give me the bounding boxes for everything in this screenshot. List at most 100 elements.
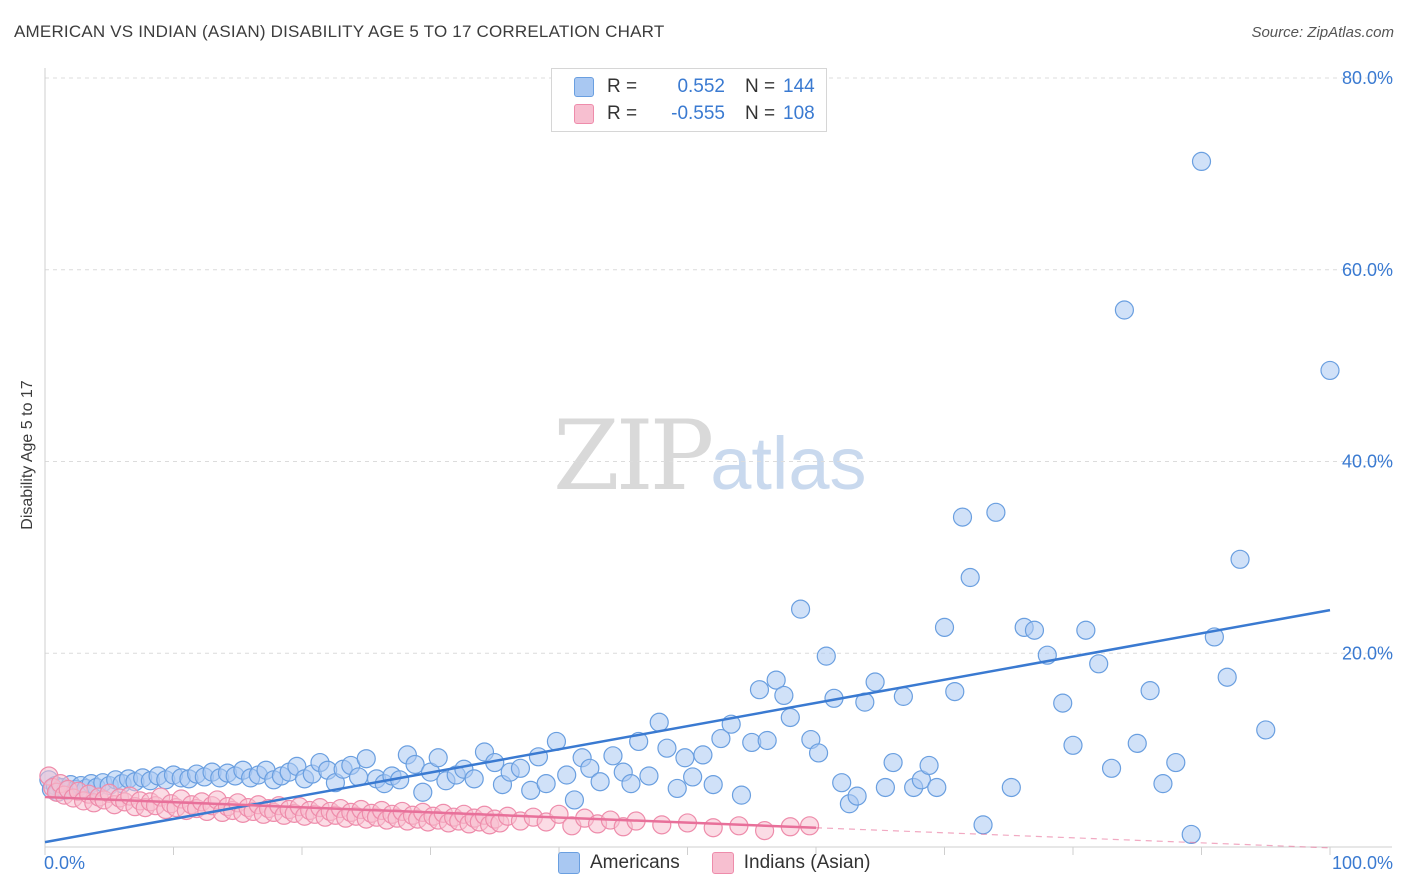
american-point (934, 617, 955, 637)
legend-r-value: 0.552 (677, 76, 725, 97)
indian-trend-line (44, 795, 817, 829)
x-tick-label: 0.0% (44, 853, 85, 873)
legend-swatch-indians (574, 104, 594, 124)
american-point (711, 728, 731, 749)
legend-n-label: N = (745, 103, 776, 124)
series-legend: Americans Indians (Asian) (558, 852, 902, 874)
x-tick-label: 100.0% (1332, 853, 1393, 873)
watermark: ZIPatlas (553, 400, 867, 512)
american-point (1256, 720, 1276, 740)
american-point (1127, 733, 1147, 753)
american-point (1089, 654, 1109, 674)
american-point (564, 790, 585, 810)
american-point (536, 774, 556, 794)
y-tick-label: 40.0% (1342, 452, 1393, 472)
american-point (731, 785, 752, 805)
y-tick-label: 60.0% (1342, 260, 1393, 280)
american-point (1217, 667, 1237, 687)
american-point (780, 707, 800, 728)
american-point (413, 782, 433, 802)
legend-label-indians: Indians (Asian) (743, 852, 871, 873)
source-label: Source: ZipAtlas.com (1251, 24, 1394, 41)
legend-row-indians: R = -0.555 N = 108 (574, 101, 815, 127)
legend-swatch-americans (558, 852, 580, 874)
y-tick-label: 20.0% (1342, 643, 1393, 663)
american-point (1320, 360, 1340, 381)
american-point (847, 786, 867, 806)
y-tick-label: 80.0% (1342, 68, 1393, 88)
american-point (1063, 735, 1083, 755)
american-point (510, 758, 531, 778)
american-point (464, 769, 484, 789)
indian-trend-extension (815, 827, 1331, 849)
american-point (973, 815, 993, 835)
american-point (649, 712, 669, 732)
legend-r-label: R = (607, 76, 638, 97)
american-point (1076, 620, 1096, 640)
american-point (766, 670, 786, 690)
american-point (693, 745, 713, 765)
legend-item-indians[interactable]: Indians (Asian) (711, 852, 871, 874)
american-point (875, 777, 895, 798)
american-point (774, 685, 794, 706)
american-point (790, 599, 811, 619)
watermark-zip: ZIP (553, 400, 714, 512)
legend-r-value: -0.555 (671, 103, 725, 124)
american-point (557, 765, 577, 785)
legend-swatch-americans (574, 77, 594, 97)
american-point (883, 752, 903, 773)
american-point (639, 766, 659, 786)
american-trend-line (44, 608, 1331, 844)
legend-r-label: R = (607, 103, 638, 124)
american-point (808, 743, 829, 763)
american-point (603, 746, 623, 766)
american-point (528, 747, 549, 767)
legend-row-americans: R = 0.552 N = 144 (574, 74, 815, 100)
indian-point (799, 816, 820, 836)
american-point (580, 758, 600, 778)
american-point (952, 507, 973, 527)
american-point (1114, 300, 1135, 320)
watermark-atlas: atlas (710, 422, 867, 505)
american-point (927, 777, 947, 798)
american-point (1153, 774, 1173, 794)
american-point (757, 730, 777, 751)
american-point (816, 646, 836, 666)
american-point (865, 672, 885, 692)
american-point (621, 774, 641, 794)
american-point (832, 773, 852, 793)
american-point (1001, 777, 1021, 798)
american-point (356, 749, 376, 769)
american-point (1230, 549, 1250, 569)
american-point (657, 738, 677, 758)
legend-label-americans: Americans (590, 852, 680, 873)
chart-title: AMERICAN VS INDIAN (ASIAN) DISABILITY AG… (14, 22, 665, 41)
american-point (919, 755, 939, 776)
indian-point (703, 818, 723, 838)
american-point (1024, 620, 1045, 640)
american-point (1101, 758, 1122, 778)
american-point (1181, 824, 1201, 845)
american-point (428, 748, 448, 768)
american-point (986, 502, 1006, 522)
american-point (683, 767, 703, 787)
american-point (749, 680, 770, 700)
american-point (1166, 752, 1186, 773)
american-point (405, 754, 425, 775)
american-point (667, 778, 687, 799)
american-point (675, 748, 695, 768)
american-point (703, 774, 723, 795)
american-point (893, 686, 913, 706)
legend-swatch-indians (711, 852, 734, 874)
american-point (945, 681, 965, 702)
legend-n-value: 144 (783, 76, 815, 97)
legend-n-label: N = (745, 76, 776, 97)
correlation-legend: R = 0.552 N = 144 R = -0.555 N = 108 (551, 68, 827, 132)
legend-n-value: 108 (783, 103, 815, 124)
american-point (1140, 681, 1160, 701)
indian-point (652, 815, 672, 835)
american-point (590, 772, 610, 792)
legend-item-americans[interactable]: Americans (558, 852, 680, 874)
american-point (1191, 151, 1212, 172)
